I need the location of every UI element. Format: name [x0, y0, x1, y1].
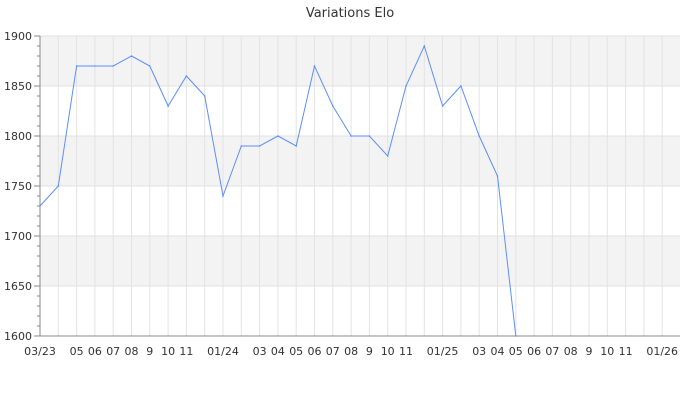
grid-band	[40, 36, 680, 86]
x-tick-label: 03	[253, 345, 267, 358]
data-point	[368, 135, 371, 137]
x-tick-label: 04	[491, 345, 505, 358]
data-point	[496, 175, 499, 177]
data-point	[240, 145, 243, 147]
data-point	[39, 205, 41, 207]
x-tick-label: 06	[308, 345, 322, 358]
y-tick-label: 1900	[4, 30, 32, 43]
data-point	[222, 195, 224, 197]
data-point	[258, 145, 261, 147]
data-point	[185, 75, 188, 77]
x-tick-label: 08	[564, 345, 578, 358]
data-point	[515, 335, 517, 337]
x-tick-label: 01/24	[207, 345, 239, 358]
data-point	[167, 105, 169, 107]
x-tick-label: 03	[472, 345, 486, 358]
x-tick-label: 9	[366, 345, 373, 358]
x-tick-label: 01/26	[646, 345, 678, 358]
data-point	[57, 185, 60, 187]
data-point	[478, 135, 481, 137]
y-tick-label: 1700	[4, 230, 32, 243]
x-tick-label: 07	[326, 345, 340, 358]
x-tick-label: 10	[381, 345, 395, 358]
data-point	[112, 65, 114, 67]
x-tick-label: 11	[399, 345, 413, 358]
data-point	[350, 135, 352, 137]
y-tick-label: 1750	[4, 180, 32, 193]
grid-band	[40, 136, 680, 186]
data-point	[405, 85, 407, 87]
data-point	[423, 45, 426, 47]
x-tick-label: 03/23	[24, 345, 56, 358]
data-point	[332, 105, 334, 107]
y-tick-label: 1650	[4, 280, 32, 293]
x-tick-label: 06	[527, 345, 541, 358]
data-point	[277, 135, 279, 137]
grid-band	[40, 236, 680, 286]
y-tick-label: 1800	[4, 130, 32, 143]
chart-title: Variations Elo	[306, 6, 394, 21]
x-tick-label: 9	[146, 345, 153, 358]
x-tick-label: 9	[586, 345, 593, 358]
x-tick-label: 06	[88, 345, 102, 358]
x-tick-label: 05	[509, 345, 523, 358]
data-point	[94, 65, 96, 67]
x-tick-label: 10	[161, 345, 175, 358]
x-tick-label: 04	[271, 345, 285, 358]
data-point	[313, 65, 316, 67]
x-tick-label: 05	[70, 345, 84, 358]
x-tick-label: 08	[125, 345, 139, 358]
x-tick-label: 07	[106, 345, 120, 358]
y-tick-label: 1600	[4, 330, 32, 343]
x-tick-label: 10	[600, 345, 614, 358]
x-tick-label: 05	[289, 345, 303, 358]
data-point	[460, 85, 462, 87]
data-point	[441, 105, 444, 107]
data-point	[295, 145, 298, 147]
x-tick-label: 08	[344, 345, 358, 358]
data-point	[203, 95, 206, 97]
data-point	[130, 55, 133, 57]
y-tick-label: 1850	[4, 80, 32, 93]
data-point	[149, 65, 151, 67]
data-point	[386, 155, 389, 157]
data-point	[75, 65, 78, 67]
x-tick-label: 01/25	[427, 345, 459, 358]
x-tick-label: 11	[619, 345, 633, 358]
x-tick-label: 07	[545, 345, 559, 358]
x-tick-label: 11	[179, 345, 193, 358]
